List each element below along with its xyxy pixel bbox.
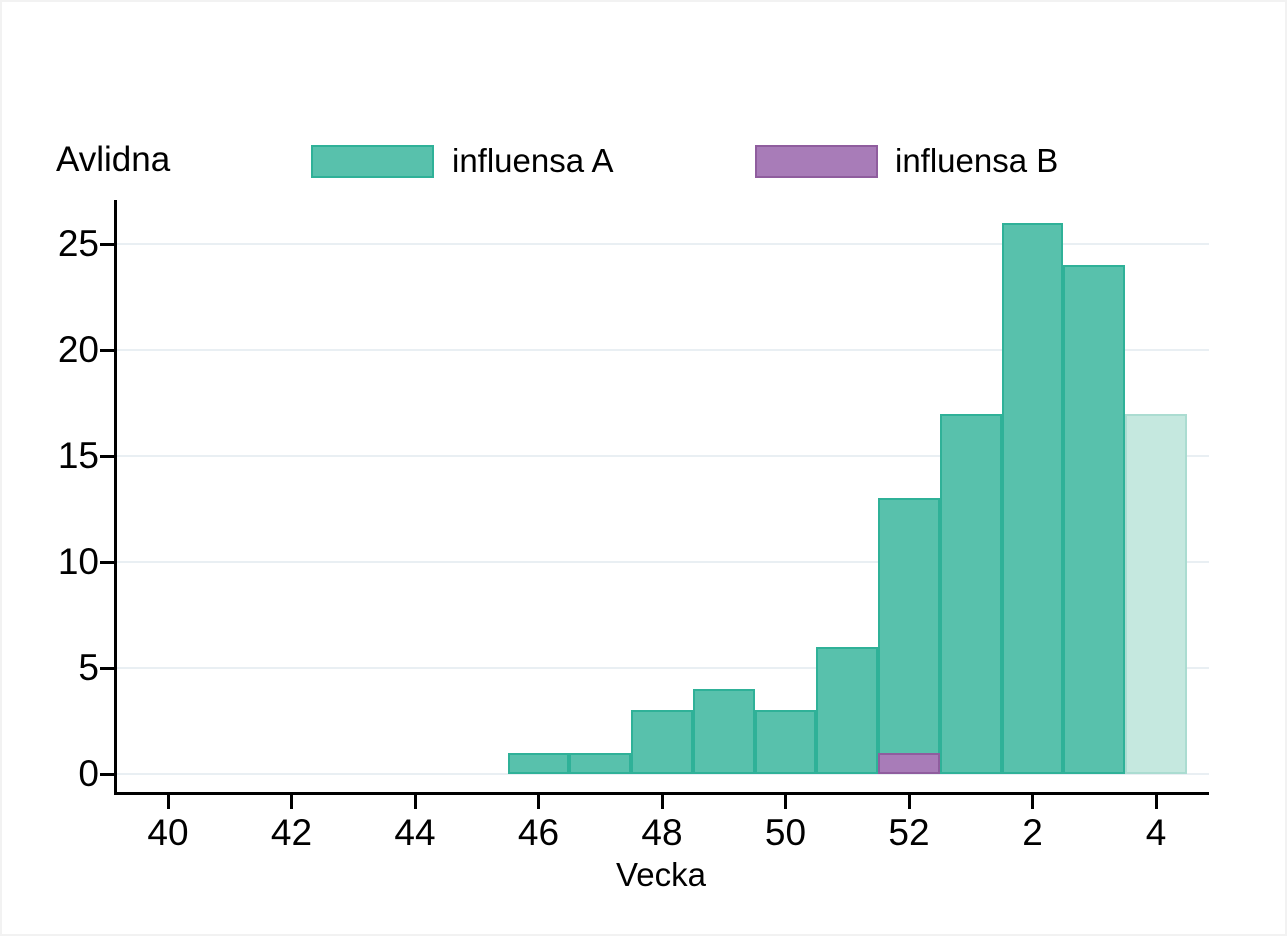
y-tick-label: 15	[57, 435, 99, 476]
bar-week-46-influensa-a	[507, 752, 570, 774]
bar-week-52-influensa-a	[878, 498, 940, 774]
x-axis-title: Vecka	[616, 856, 706, 893]
y-tick-label: 10	[57, 541, 99, 582]
x-tick-label: 42	[270, 812, 313, 853]
bar-week-1-influensa-a	[939, 413, 1002, 774]
bar-week-50-influensa-a	[754, 710, 817, 774]
x-tick	[413, 795, 417, 809]
y-axis-title: Avlidna	[56, 140, 171, 179]
gridline	[117, 349, 1209, 351]
bar-week-48-influensa-a	[631, 710, 693, 774]
x-tick	[166, 795, 170, 809]
y-tick-label: 20	[57, 329, 99, 370]
x-tick-label: 2	[1022, 812, 1043, 853]
x-tick	[537, 795, 540, 809]
y-tick-label: 0	[78, 753, 99, 794]
x-tick	[784, 795, 787, 809]
y-axis-line	[114, 200, 117, 795]
x-tick-label: 48	[641, 812, 683, 853]
y-tick	[100, 348, 114, 352]
bar-week-51-influensa-a	[816, 646, 879, 774]
gridline	[117, 455, 1209, 457]
x-tick-label: 40	[147, 812, 189, 853]
gridline	[117, 667, 1209, 669]
x-tick	[290, 795, 293, 809]
y-tick-label: 5	[78, 647, 99, 688]
bar-week-52-influensa-b	[878, 752, 940, 774]
x-tick	[1031, 795, 1034, 809]
x-axis-line	[114, 792, 1209, 795]
bar-week-49-influensa-a	[692, 689, 755, 774]
y-tick-label: 25	[57, 223, 99, 264]
legend-swatch-influensa-a	[311, 145, 434, 178]
x-tick-label: 50	[764, 812, 807, 853]
bar-week-4-influensa-a	[1125, 413, 1187, 774]
y-tick	[100, 666, 114, 670]
x-tick	[1154, 795, 1158, 809]
y-tick	[100, 560, 114, 564]
legend-swatch-influensa-b	[755, 145, 878, 178]
gridline	[117, 561, 1209, 563]
bar-week-2-influensa-a	[1001, 222, 1064, 774]
bar-week-47-influensa-a	[569, 752, 632, 774]
y-tick	[100, 242, 114, 246]
legend-label-influensa-b: influensa B	[895, 142, 1059, 179]
bar-week-3-influensa-a	[1063, 265, 1126, 774]
x-tick-label: 46	[517, 812, 560, 853]
legend-label-influensa-a: influensa A	[452, 142, 614, 179]
y-tick	[100, 454, 114, 458]
gridline	[117, 243, 1209, 245]
x-tick-label: 4	[1145, 812, 1167, 853]
gridline	[117, 773, 1209, 775]
y-tick	[100, 772, 114, 776]
x-tick-label: 44	[394, 812, 436, 853]
x-tick	[907, 795, 911, 809]
x-tick	[660, 795, 664, 809]
x-tick-label: 52	[888, 812, 930, 853]
